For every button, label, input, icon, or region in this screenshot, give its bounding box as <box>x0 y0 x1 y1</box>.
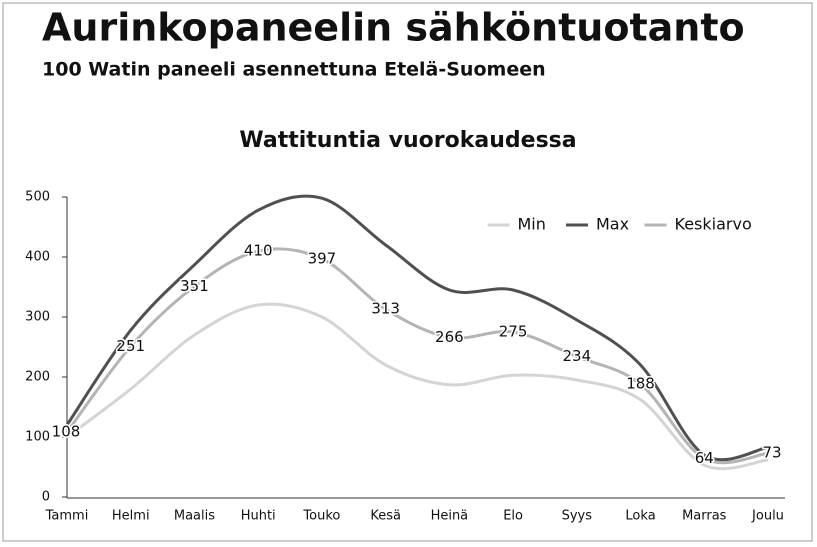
value-label: 108 <box>52 423 81 441</box>
legend-label: Keskiarvo <box>675 215 752 234</box>
value-label: 397 <box>308 249 337 267</box>
chart-subtitle: 100 Watin paneeli asennettuna Etelä-Suom… <box>42 59 546 81</box>
x-tick-label: Tammi <box>45 509 89 524</box>
frame <box>2 2 813 542</box>
y-tick-label: 400 <box>25 250 50 265</box>
y-tick-label: 300 <box>25 310 50 325</box>
legend-label: Min <box>518 215 546 234</box>
x-tick-label: Maalis <box>174 509 215 524</box>
x-tick-label: Loka <box>625 509 655 524</box>
value-label: 410 <box>244 242 273 260</box>
x-tick-label: Huhti <box>241 509 276 524</box>
y-tick-label: 500 <box>25 190 50 205</box>
value-label: 275 <box>499 323 528 341</box>
x-tick-label: Heinä <box>431 509 469 524</box>
value-label: 266 <box>435 328 464 346</box>
x-tick-label: Marras <box>682 509 727 524</box>
value-label: 234 <box>562 347 591 365</box>
series-line <box>65 247 769 465</box>
x-tick-label: Helmi <box>112 509 150 524</box>
value-label: 313 <box>371 300 400 318</box>
series-line <box>65 194 769 462</box>
x-tick-label: Syys <box>562 509 593 524</box>
value-label: 251 <box>116 337 145 355</box>
value-label: 73 <box>762 444 781 462</box>
x-tick-label: Elo <box>503 509 523 524</box>
plot-title: Wattituntia vuorokaudessa <box>239 128 576 153</box>
y-tick-label: 100 <box>25 430 50 445</box>
chart-title: Aurinkopaneelin sähköntuotanto <box>42 6 745 50</box>
value-label: 351 <box>180 277 209 295</box>
y-tick-label: 0 <box>42 490 50 505</box>
y-tick-label: 200 <box>25 370 50 385</box>
x-tick-label: Touko <box>302 509 340 524</box>
x-tick-label: Kesä <box>370 509 401 524</box>
x-tick-label: Joulu <box>751 509 784 524</box>
legend-label: Max <box>596 215 629 234</box>
value-label: 64 <box>695 449 714 467</box>
series-line <box>66 302 769 471</box>
value-label: 188 <box>626 375 655 393</box>
